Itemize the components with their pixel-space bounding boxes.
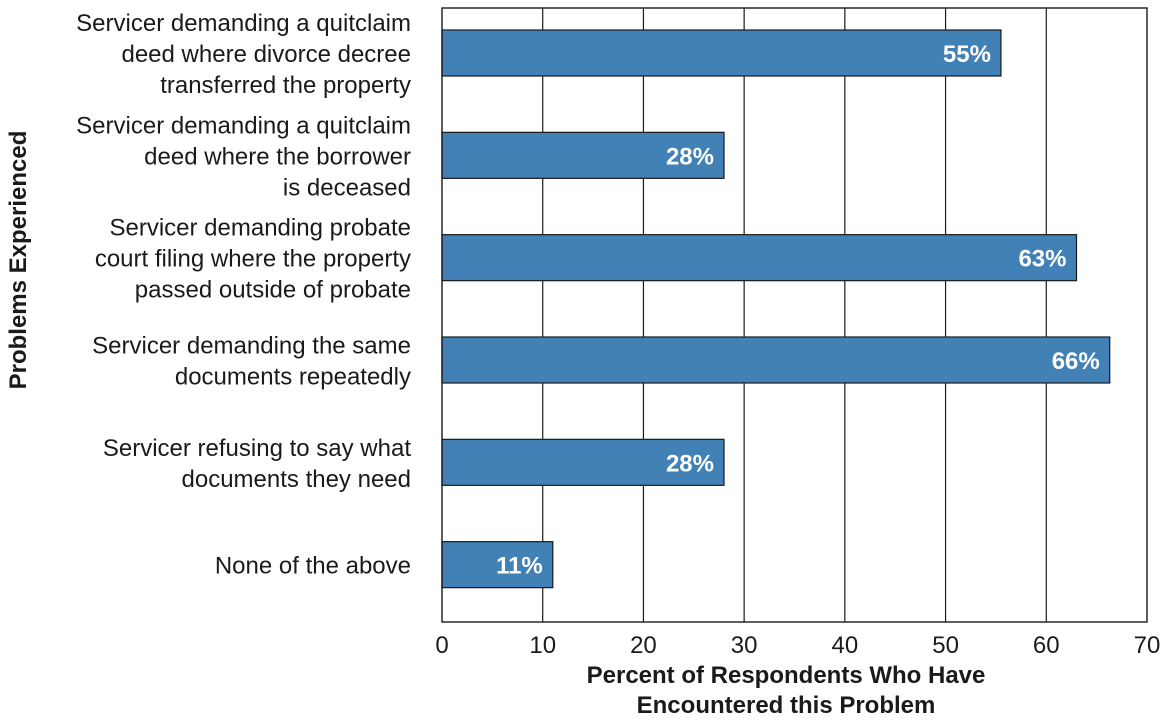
category-label: Servicer demanding probate — [109, 215, 411, 242]
x-tick-label: 10 — [529, 632, 556, 659]
x-tick-label: 70 — [1134, 632, 1161, 659]
y-axis-title: Problems Experienced — [5, 131, 32, 390]
bar — [441, 541, 554, 589]
category-label: passed outside of probate — [135, 277, 411, 304]
category-label: court filing where the property — [95, 246, 411, 273]
bar-value-label: 11% — [496, 553, 543, 580]
bar — [441, 438, 725, 486]
category-label: Servicer refusing to say what — [103, 435, 411, 462]
category-label: transferred the property — [160, 72, 411, 99]
plot-frame — [441, 7, 1148, 623]
category-labels: Servicer demanding a quitclaim deed where… — [76, 10, 411, 580]
category-label: is deceased — [283, 174, 411, 201]
grid-lines — [542, 8, 1047, 622]
x-tick-label: 50 — [932, 632, 959, 659]
category-label: Servicer demanding a quitclaim — [76, 112, 411, 139]
x-tick-label: 20 — [630, 632, 657, 659]
category-label: deed where divorce decree — [121, 41, 411, 68]
category-label: documents repeatedly — [175, 364, 411, 391]
bar-value-label: 28% — [666, 450, 714, 477]
category-label: deed where the borrower — [144, 143, 411, 170]
category-label: None of the above — [215, 553, 411, 580]
bar-value-label: 28% — [666, 143, 714, 170]
x-axis-title-line-2: Encountered this Problem — [637, 692, 936, 719]
bar-value-label: 55% — [943, 41, 991, 68]
x-tick-label: 40 — [832, 632, 859, 659]
x-tick-label: 30 — [731, 632, 758, 659]
x-axis-title-line-1: Percent of Respondents Who Have — [587, 662, 986, 689]
category-label: Servicer demanding the same — [92, 333, 411, 360]
bar — [441, 29, 1002, 77]
x-tick-labels: 0 10 20 30 40 50 60 70 — [435, 632, 1160, 659]
bar — [441, 336, 1111, 384]
x-tick-label: 0 — [435, 632, 448, 659]
bar-value-label: 66% — [1052, 348, 1100, 375]
bar — [441, 234, 1078, 282]
category-label: Servicer demanding a quitclaim — [76, 10, 411, 37]
bar — [441, 131, 725, 179]
category-label: documents they need — [182, 466, 412, 493]
plot-frame-group — [441, 7, 1148, 623]
bar-value-label: 63% — [1018, 246, 1066, 273]
bars-group: 55% 28% 63% 66% 28% 11% — [441, 29, 1111, 589]
x-tick-label: 60 — [1033, 632, 1060, 659]
